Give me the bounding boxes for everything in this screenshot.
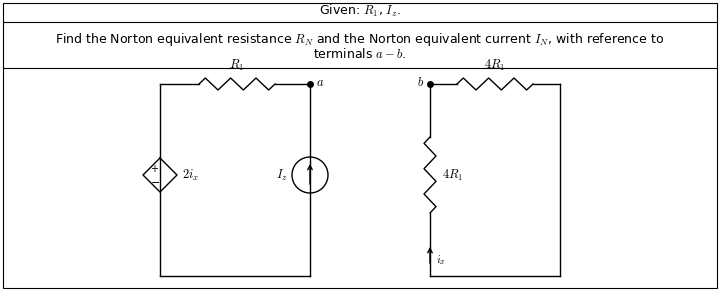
Text: $-$: $-$ bbox=[150, 176, 160, 186]
Text: terminals $a - b$.: terminals $a - b$. bbox=[313, 47, 407, 61]
Text: $4R_1$: $4R_1$ bbox=[485, 58, 505, 73]
Text: $2i_x$: $2i_x$ bbox=[182, 167, 199, 182]
Text: $a$: $a$ bbox=[316, 77, 324, 90]
Text: $4R_1$: $4R_1$ bbox=[442, 167, 464, 182]
Text: $I_z$: $I_z$ bbox=[276, 167, 288, 182]
Text: $+$: $+$ bbox=[150, 164, 160, 175]
Text: $R_1$: $R_1$ bbox=[230, 58, 245, 73]
Text: $i_x$: $i_x$ bbox=[436, 253, 446, 267]
Text: Find the Norton equivalent resistance $R_N$ and the Norton equivalent current $I: Find the Norton equivalent resistance $R… bbox=[55, 31, 665, 49]
Text: Given: $R_1$, $I_z$.: Given: $R_1$, $I_z$. bbox=[319, 3, 401, 19]
Text: $b$: $b$ bbox=[417, 77, 424, 90]
